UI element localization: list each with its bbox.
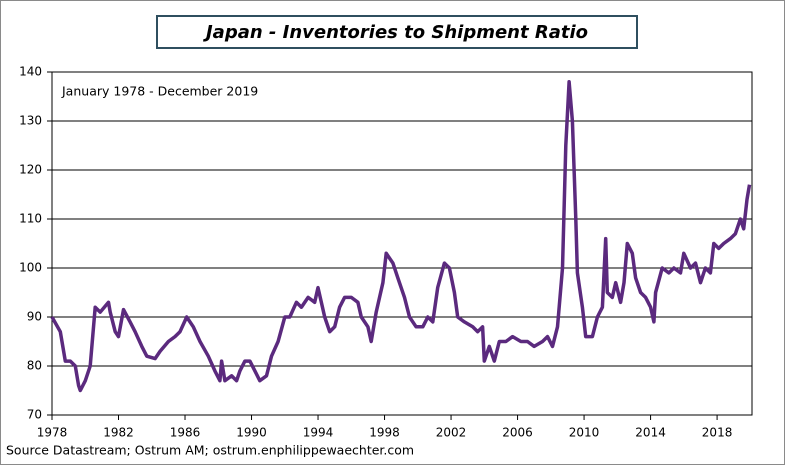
y-tick-label: 120 <box>19 163 42 177</box>
y-tick-label: 80 <box>27 359 42 373</box>
y-tick-label: 100 <box>19 261 42 275</box>
y-tick-label: 70 <box>27 408 42 422</box>
title-box <box>156 15 638 49</box>
subtitle: January 1978 - December 2019 <box>61 84 258 99</box>
x-tick-label: 1990 <box>236 426 267 440</box>
y-tick-label: 90 <box>27 310 42 324</box>
y-tick-label: 130 <box>19 114 42 128</box>
x-tick-label: 2018 <box>702 426 733 440</box>
x-tick-label: 2002 <box>436 426 467 440</box>
x-tick-label: 2014 <box>635 426 666 440</box>
x-tick-label: 2010 <box>569 426 600 440</box>
chart-title: Japan - Inventories to Shipment Ratio <box>203 22 588 43</box>
x-tick-label: 1986 <box>170 426 201 440</box>
source-note: Source Datastream; Ostrum AM; ostrum.enp… <box>6 443 414 458</box>
x-tick-label: 1978 <box>37 426 68 440</box>
y-tick-label: 110 <box>19 212 42 226</box>
x-tick-label: 1994 <box>303 426 334 440</box>
x-tick-label: 1998 <box>369 426 400 440</box>
data-line <box>50 80 752 393</box>
x-tick-label: 1982 <box>103 426 134 440</box>
x-tick-label: 2006 <box>502 426 533 440</box>
y-tick-label: 140 <box>19 65 42 79</box>
